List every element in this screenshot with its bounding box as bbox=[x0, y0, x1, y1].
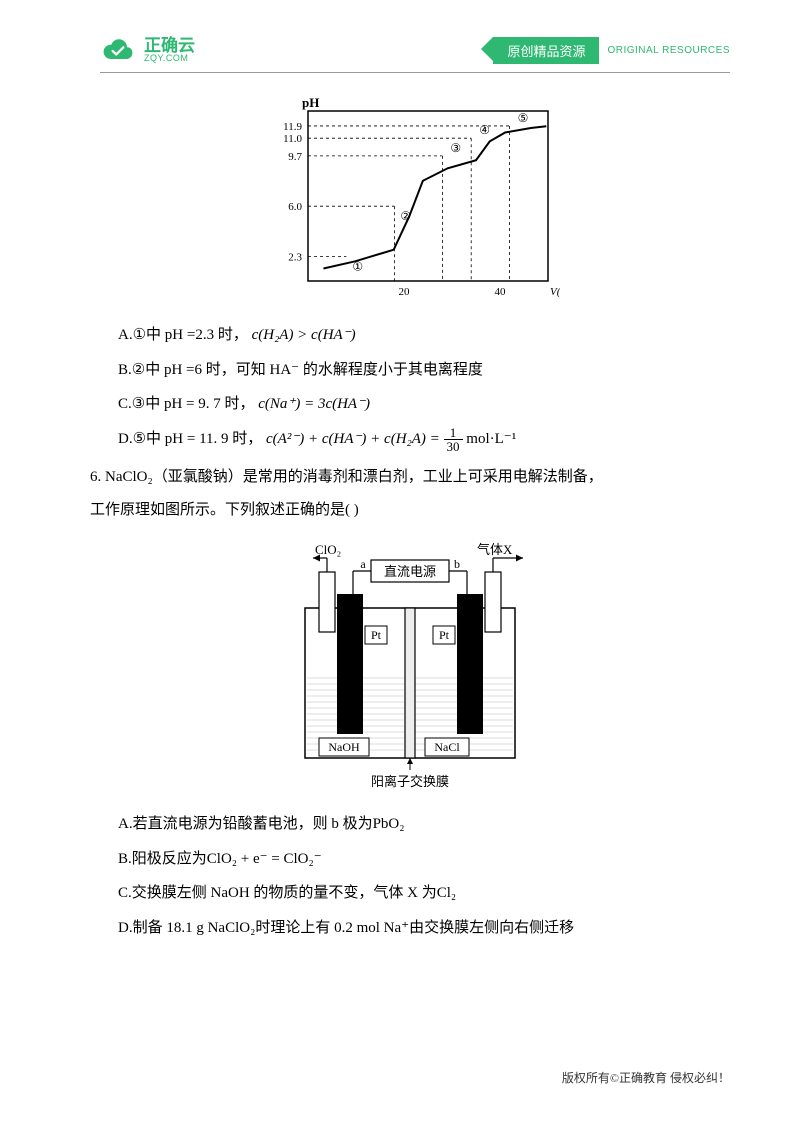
option-5D: D.⑤中 pH = 11. 9 时， c(A²⁻) + c(HA⁻) + c(H… bbox=[118, 425, 730, 454]
svg-text:b: b bbox=[454, 557, 460, 571]
svg-text:2.3: 2.3 bbox=[288, 252, 302, 264]
question-6-line2: 工作原理如图所示。下列叙述正确的是( ) bbox=[90, 496, 730, 525]
svg-text:9.7: 9.7 bbox=[288, 151, 302, 163]
option-5C: C.③中 pH = 9. 7 时， c(Na⁺) = 3c(HA⁻) bbox=[118, 390, 730, 419]
page-footer: 版权所有©正确教育 侵权必纠！ bbox=[562, 1069, 730, 1086]
svg-text:①: ① bbox=[352, 260, 363, 274]
svg-text:②: ② bbox=[400, 209, 411, 223]
ribbon-cn: 原创精品资源 bbox=[493, 37, 599, 64]
svg-text:阳离子交换膜: 阳离子交换膜 bbox=[371, 774, 449, 789]
svg-text:Pt: Pt bbox=[439, 628, 450, 642]
option-6B: B.阳极反应为ClO₂ + e⁻ = ClO₂⁻ bbox=[118, 845, 730, 874]
svg-text:11.0: 11.0 bbox=[283, 133, 302, 145]
option-6A: A.若直流电源为铅酸蓄电池，则 b 极为PbO₂ bbox=[118, 810, 730, 839]
svg-text:④: ④ bbox=[479, 123, 490, 137]
option-6C: C.交换膜左侧 NaOH 的物质的量不变，气体 X 为Cl₂ bbox=[118, 879, 730, 908]
svg-text:a: a bbox=[360, 557, 366, 571]
page-content: pH V(NaOH)/mL 2.3 6.0 9.7 11.011.9 20 40 ① ② ③ ④ ⑤ A… bbox=[0, 73, 800, 942]
page-header: 正确云 ZQY.COM 原创精品资源 ORIGINAL RESOURCES bbox=[0, 0, 800, 64]
option-6D: D.制备 18.1 g NaClO₂时理论上有 0.2 mol Na⁺由交换膜左… bbox=[118, 914, 730, 943]
svg-text:直流电源: 直流电源 bbox=[384, 564, 436, 579]
svg-text:气体X: 气体X bbox=[477, 542, 513, 557]
header-ribbon: 原创精品资源 ORIGINAL RESOURCES bbox=[493, 37, 730, 64]
titration-chart: pH V(NaOH)/mL 2.3 6.0 9.7 11.011.9 20 40 ① ② ③ ④ ⑤ bbox=[90, 93, 730, 303]
svg-text:NaOH: NaOH bbox=[328, 740, 360, 754]
svg-text:ClO₂: ClO₂ bbox=[315, 542, 341, 557]
svg-text:⑤: ⑤ bbox=[518, 111, 529, 125]
electrolysis-svg: ClO₂ 气体X 直流电源 a b Pt Pt NaOH NaCl 阳离子交换膜 bbox=[275, 538, 545, 798]
option-5A: A.①中 pH =2.3 时， c(H₂A) > c(HA⁻) bbox=[118, 321, 730, 350]
svg-text:11.9: 11.9 bbox=[283, 121, 302, 133]
svg-text:pH: pH bbox=[302, 95, 319, 110]
cloud-check-icon bbox=[100, 36, 136, 64]
svg-text:NaCl: NaCl bbox=[434, 740, 460, 754]
ribbon-en: ORIGINAL RESOURCES bbox=[607, 45, 730, 56]
logo-text-cn: 正确云 bbox=[144, 37, 195, 54]
svg-text:40: 40 bbox=[495, 286, 507, 298]
svg-text:③: ③ bbox=[450, 141, 461, 155]
logo-text-en: ZQY.COM bbox=[144, 54, 195, 63]
svg-text:6.0: 6.0 bbox=[288, 201, 302, 213]
ph-curve-chart: pH V(NaOH)/mL 2.3 6.0 9.7 11.011.9 20 40 ① ② ③ ④ ⑤ bbox=[260, 93, 560, 303]
logo: 正确云 ZQY.COM bbox=[100, 36, 195, 64]
electrolysis-diagram: ClO₂ 气体X 直流电源 a b Pt Pt NaOH NaCl 阳离子交换膜 bbox=[90, 538, 730, 798]
svg-text:20: 20 bbox=[399, 286, 411, 298]
option-5B: B.②中 pH =6 时，可知 HA⁻ 的水解程度小于其电离程度 bbox=[118, 356, 730, 385]
svg-text:Pt: Pt bbox=[371, 628, 382, 642]
question-6: 6. NaClO₂（亚氯酸钠）是常用的消毒剂和漂白剂，工业上可采用电解法制备， bbox=[90, 463, 730, 492]
svg-text:V(NaOH)/mL: V(NaOH)/mL bbox=[550, 286, 560, 298]
